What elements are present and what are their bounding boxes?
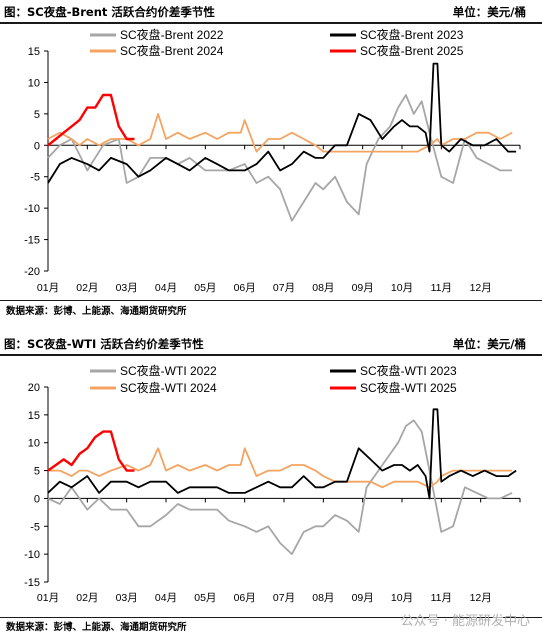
- x-tick-label: 11月: [431, 592, 452, 604]
- legend-label: SC夜盘-Brent 2023: [360, 27, 464, 42]
- y-tick-label: 20: [28, 382, 40, 394]
- y-tick-label: 0: [34, 140, 40, 152]
- legend-label: SC夜盘-WTI 2022: [120, 363, 217, 378]
- y-tick-label: -5: [30, 172, 40, 184]
- y-tick-label: -10: [24, 549, 40, 561]
- x-tick-label: 08月: [312, 592, 334, 604]
- series-line-3: [47, 93, 135, 147]
- chart-wti: -15 -10 -5 0 5 10 15 20 01月 02月 03月 04月 05月 06月 07月 08月…: [24, 363, 521, 604]
- source-rule: [0, 617, 542, 618]
- y-tick-label: 15: [28, 46, 40, 58]
- y-tick-label: -15: [24, 577, 40, 589]
- chart-header: 图：SC夜盘-Brent 活跃合约价差季节性 单位：美元/桶: [0, 0, 542, 22]
- x-tick-label: 06月: [234, 592, 256, 604]
- y-tick-label: -10: [24, 203, 40, 215]
- y-tick-label: 5: [34, 109, 40, 121]
- series-line-0: [47, 94, 513, 222]
- series-line-3: [47, 430, 135, 472]
- x-tick-label: 10月: [391, 282, 413, 294]
- x-tick-label: 03月: [116, 592, 138, 604]
- y-tick-label: -15: [24, 235, 40, 247]
- y-tick-label: 10: [28, 77, 40, 89]
- x-tick-label: 05月: [194, 282, 216, 294]
- x-tick-label: 09月: [352, 282, 374, 294]
- y-tick-label: -20: [24, 266, 40, 278]
- source-rule: [0, 300, 542, 301]
- series-line-0: [47, 419, 513, 555]
- chart-header-unit: 单位：美元/桶: [452, 337, 526, 351]
- x-tick-label: 12月: [470, 592, 492, 604]
- series-line-2: [48, 447, 513, 489]
- x-tick-label: 01月: [37, 592, 59, 604]
- watermark: 公众号 · 能源研发中心: [400, 614, 530, 629]
- legend-label: SC夜盘-Brent 2025: [360, 43, 464, 58]
- x-tick-label: 11月: [431, 282, 452, 294]
- x-tick-label: 06月: [234, 282, 256, 294]
- x-tick-label: 01月: [37, 282, 59, 294]
- x-tick-label: 02月: [76, 592, 98, 604]
- x-tick-label: 07月: [273, 592, 295, 604]
- chart-source: 数据来源：彭博、上能源、海通期货研究所: [6, 306, 187, 317]
- x-tick-label: 02月: [76, 282, 98, 294]
- legend-label: SC夜盘-WTI 2023: [360, 363, 457, 378]
- chart-header-unit: 单位：美元/桶: [452, 5, 526, 19]
- x-tick-label: 08月: [312, 282, 334, 294]
- y-tick-label: 0: [34, 493, 40, 505]
- legend-label: SC夜盘-WTI 2024: [120, 380, 217, 395]
- chart-header-title: 图：SC夜盘-Brent 活跃合约价差季节性: [4, 5, 215, 19]
- chart-header: 图：SC夜盘-WTI 活跃合约价差季节性 单位：美元/桶: [0, 332, 542, 354]
- chart-panel-brent: 图：SC夜盘-Brent 活跃合约价差季节性 单位：美元/桶 -20 -15 -10…: [0, 0, 542, 317]
- y-tick-label: 5: [34, 466, 40, 478]
- x-tick-label: 04月: [155, 282, 177, 294]
- legend-label: SC夜盘-Brent 2024: [120, 43, 224, 58]
- y-tick-label: -5: [30, 521, 40, 533]
- series-line-1: [47, 408, 517, 500]
- header-rule: [0, 22, 542, 24]
- y-tick-label: 10: [28, 438, 40, 450]
- x-tick-label: 10月: [391, 592, 413, 604]
- chart-source: 数据来源：彭博、上能源、海通期货研究所: [6, 622, 187, 633]
- series-line-1: [47, 62, 517, 184]
- x-tick-label: 12月: [470, 282, 492, 294]
- header-rule: [0, 354, 542, 356]
- x-tick-label: 03月: [116, 282, 138, 294]
- x-tick-label: 05月: [194, 592, 216, 604]
- legend-label: SC夜盘-WTI 2025: [360, 380, 457, 395]
- legend-label: SC夜盘-Brent 2022: [120, 27, 224, 42]
- y-tick-label: 15: [28, 410, 40, 422]
- x-tick-label: 04月: [155, 592, 177, 604]
- x-tick-label: 09月: [352, 592, 374, 604]
- chart-brent: -20 -15 -10 -5 0 5 10 15 01月 02月 03月 04月 05月 06月 07月 08…: [24, 27, 521, 294]
- x-tick-label: 07月: [273, 282, 295, 294]
- chart-header-title: 图：SC夜盘-WTI 活跃合约价差季节性: [4, 337, 204, 351]
- chart-panel-wti: 图：SC夜盘-WTI 活跃合约价差季节性 单位：美元/桶 -15 -10 -5 0 5 1…: [0, 332, 542, 635]
